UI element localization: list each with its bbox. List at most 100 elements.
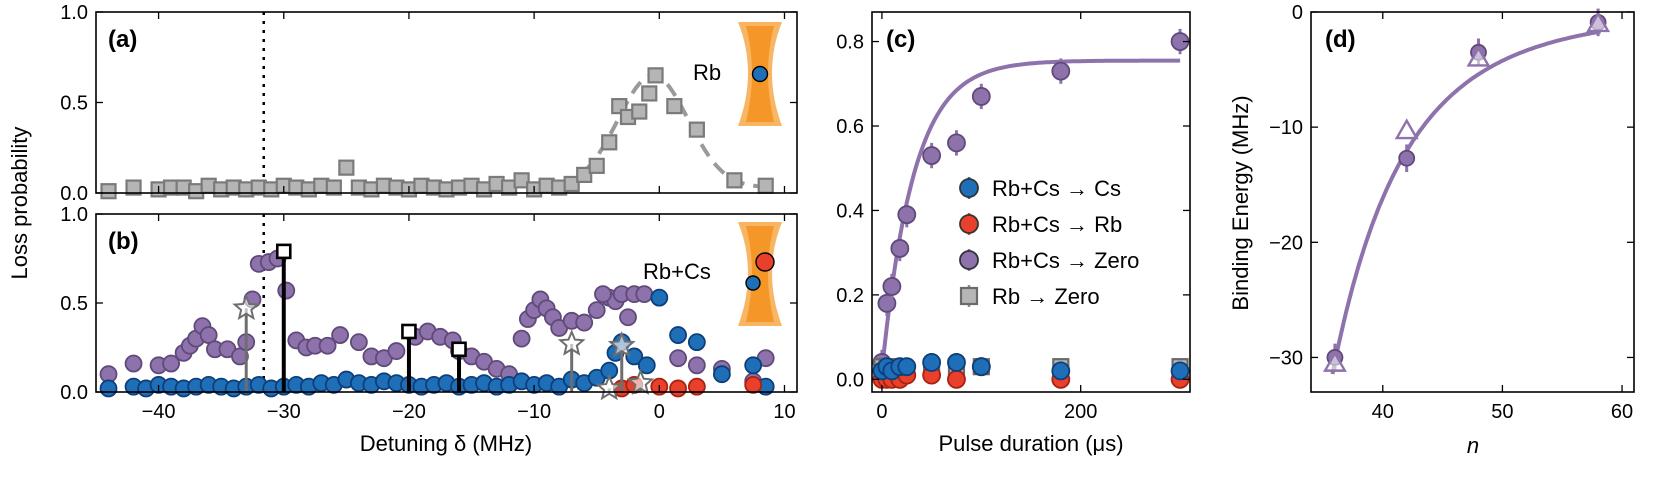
stem-square-marker bbox=[275, 243, 292, 260]
data-point bbox=[1398, 149, 1416, 167]
y-tick-label: 1.0 bbox=[60, 204, 88, 226]
data-point bbox=[897, 205, 917, 225]
y-tick-label: −10 bbox=[1269, 117, 1303, 139]
data-point-rb-zero bbox=[757, 177, 774, 194]
legend-label: Rb → Zero bbox=[992, 284, 1100, 309]
x-tick-label: −20 bbox=[392, 401, 426, 423]
y-tick-label: 0.0 bbox=[836, 369, 864, 391]
panel-a: 0.0 0.5 1.0 (a) Rb bbox=[60, 2, 798, 205]
data-point bbox=[669, 326, 687, 344]
legend-marker bbox=[959, 250, 979, 270]
legend-marker bbox=[959, 214, 979, 234]
y-tick-label: 0.6 bbox=[836, 116, 864, 138]
data-point bbox=[99, 379, 118, 398]
theory-point bbox=[1466, 45, 1491, 67]
x-tick-label: 50 bbox=[1491, 401, 1513, 423]
data-point bbox=[971, 87, 991, 106]
data-point bbox=[124, 354, 143, 373]
stem-square-marker bbox=[401, 323, 417, 340]
x-axis-label-d: n bbox=[1467, 433, 1479, 458]
theory-point bbox=[1394, 118, 1419, 140]
fit-curve-c bbox=[879, 58, 1181, 372]
legend-label: Rb+Cs → Cs bbox=[992, 176, 1121, 201]
panel-label-a: (a) bbox=[108, 26, 137, 53]
series-d bbox=[1322, 8, 1611, 372]
data-point-rb-zero bbox=[576, 166, 593, 183]
stem-star-marker bbox=[607, 331, 636, 358]
y-tick-label: 0.5 bbox=[60, 293, 88, 315]
legend-marker bbox=[959, 286, 979, 306]
y-tick-label: −30 bbox=[1269, 347, 1303, 369]
data-point bbox=[922, 146, 942, 165]
data-point bbox=[349, 333, 368, 352]
annotation-rbcs: Rb+Cs bbox=[643, 259, 711, 284]
ticks-b: −40 −30 −20 −10 0 10 0.0 0.5 1.0 bbox=[60, 204, 797, 423]
axes-frame-d bbox=[1310, 11, 1635, 393]
x-axis-label-c: Pulse duration (μs) bbox=[938, 431, 1123, 456]
y-tick-label: 0.5 bbox=[60, 93, 88, 115]
ticks-d: 40 50 60 −30 −20 −10 0 bbox=[1269, 2, 1634, 423]
x-tick-label: −40 bbox=[142, 401, 176, 423]
data-point bbox=[650, 288, 669, 307]
panel-label-d: (d) bbox=[1325, 26, 1356, 53]
x-tick-label: 0 bbox=[876, 401, 887, 423]
ticks-a: 0.0 0.5 1.0 bbox=[60, 2, 797, 205]
x-tick-label: −30 bbox=[267, 401, 301, 423]
data-point bbox=[947, 133, 966, 153]
data-point bbox=[947, 353, 966, 372]
x-tick-label: −10 bbox=[517, 401, 551, 423]
data-point bbox=[897, 357, 917, 377]
data-point-rb-zero bbox=[338, 159, 355, 176]
y-tick-label: 0.0 bbox=[60, 382, 88, 404]
data-point-rb-zero bbox=[688, 121, 705, 138]
rb-atom-icon bbox=[751, 65, 769, 83]
data-point-rb-zero bbox=[325, 179, 342, 196]
stem-star-marker bbox=[626, 368, 655, 395]
data-point-rb-zero bbox=[588, 157, 605, 174]
axes-frame-c bbox=[871, 11, 1191, 393]
data-point bbox=[744, 356, 763, 375]
stem-star-marker bbox=[232, 293, 261, 321]
panel-b: −40 −30 −20 −10 0 10 0.0 0.5 1.0 (b) Rb+Cs Detun… bbox=[60, 204, 798, 456]
data-point bbox=[619, 308, 637, 327]
axes-frame-a bbox=[95, 11, 798, 194]
data-point bbox=[635, 285, 654, 304]
data-point bbox=[1051, 61, 1071, 81]
panel-d: 40 50 60 −30 −20 −10 0 (d) n Binding Energy (M… bbox=[1228, 2, 1635, 458]
data-point bbox=[1170, 361, 1190, 381]
data-point-rb-zero bbox=[641, 85, 658, 102]
data-point bbox=[669, 349, 687, 368]
data-point-rb-zero bbox=[726, 172, 743, 189]
data-point bbox=[277, 281, 296, 300]
panel-label-c: (c) bbox=[886, 26, 915, 53]
cs-atom-icon bbox=[755, 252, 775, 272]
series-rbcs-zero-b bbox=[99, 249, 775, 391]
y-tick-label: 0.0 bbox=[60, 183, 88, 205]
data-point bbox=[637, 356, 656, 375]
data-point bbox=[387, 342, 406, 360]
fit-curve-d bbox=[1330, 29, 1601, 375]
y-axis-label-ab: Loss probability bbox=[7, 127, 32, 280]
y-tick-label: 0.4 bbox=[836, 200, 864, 222]
y-tick-label: 0 bbox=[1292, 2, 1303, 24]
data-point bbox=[575, 313, 594, 332]
tweezer-icon-rbcs bbox=[738, 222, 782, 326]
resonance-stems-b bbox=[232, 243, 655, 401]
panel-c: 0 200 0.0 0.2 0.4 0.6 0.8 (c) Pulse duration (… bbox=[836, 11, 1191, 456]
y-axis-label-d: Binding Energy (MHz) bbox=[1228, 95, 1253, 310]
stem-square-marker bbox=[451, 341, 467, 358]
data-point-rb-zero bbox=[631, 103, 648, 120]
panel-label-b: (b) bbox=[108, 228, 139, 255]
data-point bbox=[625, 347, 644, 366]
x-tick-label: 0 bbox=[654, 401, 665, 423]
data-point bbox=[947, 369, 966, 389]
data-point-rb-zero bbox=[125, 179, 142, 196]
rb-atom-icon-b bbox=[745, 275, 761, 291]
legend-label: Rb+Cs → Rb bbox=[992, 212, 1122, 237]
data-point-rb-zero bbox=[601, 134, 618, 151]
data-point bbox=[971, 357, 991, 377]
data-point bbox=[162, 354, 181, 373]
x-axis-label-b: Detuning δ (MHz) bbox=[360, 431, 532, 456]
data-point bbox=[587, 301, 606, 320]
